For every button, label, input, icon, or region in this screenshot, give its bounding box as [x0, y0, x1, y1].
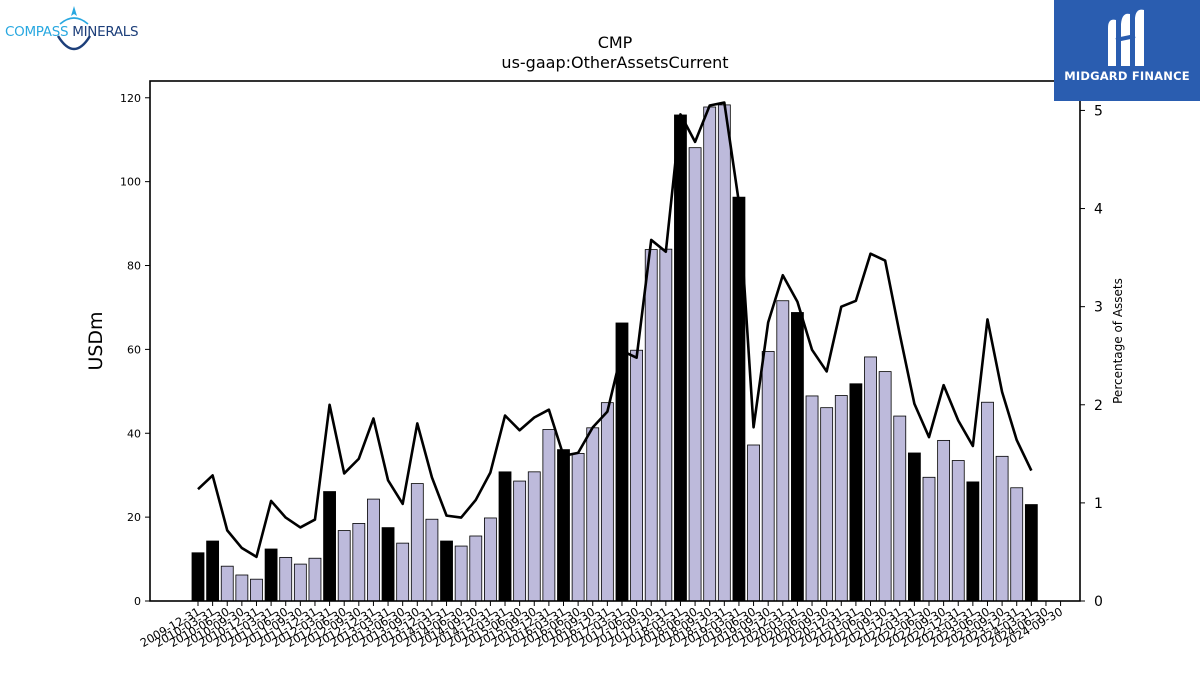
bar-quarterly [805, 395, 819, 602]
y2-tick-label: 4 [1094, 202, 1103, 218]
y2-axis-label: Percentage of Assets [1111, 278, 1125, 404]
bar-quarterly [951, 460, 965, 602]
bar-quarterly [893, 415, 907, 602]
x-axis-ticks: 2009-12-312010-03-312010-06-302010-09-30… [138, 601, 1065, 650]
bar-quarterly [425, 518, 439, 602]
compass-minerals-logo: COMPASS MINERALS [4, 4, 149, 54]
bar-annual [440, 540, 453, 602]
bar-annual [323, 491, 336, 602]
bar-quarterly [922, 476, 936, 602]
bar-quarterly [864, 356, 877, 602]
bar-quarterly [367, 498, 380, 602]
compass-icon [56, 6, 92, 51]
bar-quarterly [688, 147, 702, 602]
bar-quarterly [308, 557, 322, 602]
bar-quarterly [834, 395, 848, 602]
bar-annual [674, 114, 687, 602]
bar-annual [907, 452, 921, 602]
bar-annual [557, 449, 570, 602]
bar-annual [264, 548, 278, 602]
bar-quarterly [454, 545, 468, 602]
midgard-mark-icon [1108, 9, 1144, 66]
bar-annual [191, 552, 205, 602]
bar-quarterly [630, 349, 643, 602]
bar-annual [849, 383, 863, 602]
bar-quarterly [513, 480, 527, 602]
bar-quarterly [542, 429, 556, 602]
y-tick-label: 80 [127, 260, 141, 273]
bar-quarterly [600, 402, 614, 602]
y-tick-label: 20 [127, 511, 141, 524]
y-tick-label: 100 [120, 176, 141, 189]
bar-annual [381, 527, 395, 602]
y2-tick-label: 5 [1094, 103, 1103, 119]
bar-annual [206, 540, 220, 602]
bar-quarterly [293, 563, 307, 602]
y2-tick-label: 2 [1094, 398, 1103, 414]
bar-quarterly [250, 578, 263, 602]
bar-quarterly [410, 483, 424, 602]
bar-quarterly [527, 471, 541, 602]
bar-quarterly [747, 444, 760, 602]
y-tick-label: 60 [127, 343, 141, 356]
bar-quarterly [396, 542, 410, 602]
y2-tick-label: 1 [1094, 496, 1103, 512]
bar-quarterly [761, 351, 775, 602]
bar-quarterly [279, 556, 293, 602]
y-axis-ticks: 0 20 40 60 80 100 120 [120, 92, 150, 608]
y2-tick-label: 3 [1094, 300, 1103, 316]
bar-quarterly [352, 523, 366, 602]
percentage-line [197, 101, 1033, 559]
bar-quarterly [571, 452, 585, 602]
y-tick-label: 120 [120, 92, 141, 105]
midgard-finance-logo: MIDGARD FINANCE [1054, 0, 1200, 101]
bar-quarterly [469, 535, 483, 602]
bar-quarterly [820, 407, 834, 602]
plot-frame [149, 80, 1081, 602]
bar-quarterly [878, 371, 892, 602]
bar-quarterly [483, 517, 497, 602]
bar-quarterly [586, 427, 600, 602]
bar-annual [1024, 504, 1038, 602]
bar-quarterly [659, 248, 673, 602]
bar-quarterly [337, 530, 351, 602]
chart-subtitle: us-gaap:OtherAssetsCurrent [501, 53, 728, 72]
bar-quarterly [717, 104, 731, 602]
bar-quarterly [776, 300, 790, 602]
bar-quarterly [235, 574, 249, 602]
compass-brand-text: COMPASS MINERALS [5, 24, 139, 40]
bar-annual [498, 471, 512, 602]
y2-tick-label: 0 [1094, 594, 1103, 610]
bar-quarterly [644, 249, 658, 602]
y-axis-label: USDm [85, 311, 107, 370]
bar-quarterly [981, 401, 994, 602]
bar-quarterly [220, 565, 234, 602]
bars-layer [191, 104, 1038, 602]
y-tick-label: 0 [134, 595, 141, 608]
bar-quarterly [1010, 487, 1024, 602]
bar-annual [791, 312, 804, 602]
y-tick-label: 40 [127, 427, 141, 440]
bar-quarterly [937, 439, 951, 602]
y2-axis-ticks: 0 1 2 3 4 5 [1080, 103, 1103, 610]
bar-quarterly [995, 455, 1009, 602]
bar-quarterly [703, 106, 717, 602]
chart-title: CMP [598, 33, 633, 52]
midgard-wordmark: MIDGARD FINANCE [1064, 69, 1190, 83]
bar-annual [966, 481, 980, 602]
